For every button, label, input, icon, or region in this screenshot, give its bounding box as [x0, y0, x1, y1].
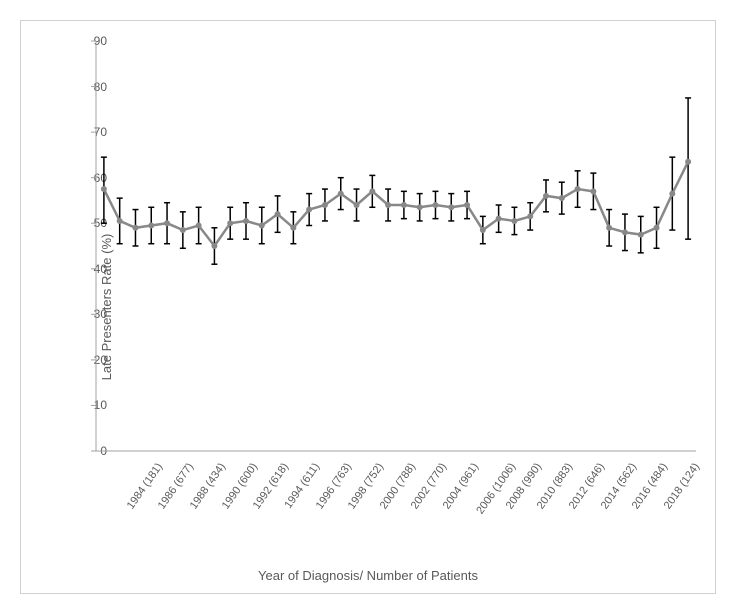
data-marker: [385, 202, 391, 208]
data-marker: [243, 218, 249, 224]
chart-container: Late Presenters Rate (%) Year of Diagnos…: [20, 20, 716, 594]
data-marker: [290, 225, 296, 231]
data-marker: [638, 232, 644, 238]
data-marker: [527, 213, 533, 219]
data-marker: [132, 225, 138, 231]
data-marker: [101, 186, 107, 192]
data-marker: [480, 227, 486, 233]
data-line: [104, 162, 688, 246]
data-marker: [685, 159, 691, 165]
data-marker: [306, 207, 312, 213]
chart-svg: [21, 21, 715, 593]
data-marker: [606, 225, 612, 231]
data-marker: [654, 225, 660, 231]
data-marker: [164, 220, 170, 226]
data-marker: [148, 223, 154, 229]
data-marker: [322, 202, 328, 208]
data-marker: [590, 188, 596, 194]
data-marker: [196, 223, 202, 229]
data-marker: [369, 188, 375, 194]
data-marker: [575, 186, 581, 192]
data-marker: [464, 202, 470, 208]
data-marker: [622, 229, 628, 235]
data-marker: [496, 216, 502, 222]
data-marker: [275, 211, 281, 217]
data-marker: [448, 204, 454, 210]
data-marker: [211, 243, 217, 249]
data-marker: [543, 193, 549, 199]
data-marker: [180, 227, 186, 233]
data-marker: [669, 191, 675, 197]
data-marker: [559, 195, 565, 201]
data-marker: [338, 191, 344, 197]
data-marker: [417, 204, 423, 210]
data-marker: [511, 218, 517, 224]
data-marker: [354, 202, 360, 208]
data-marker: [432, 202, 438, 208]
data-marker: [117, 218, 123, 224]
data-marker: [227, 220, 233, 226]
data-marker: [401, 202, 407, 208]
data-marker: [259, 223, 265, 229]
